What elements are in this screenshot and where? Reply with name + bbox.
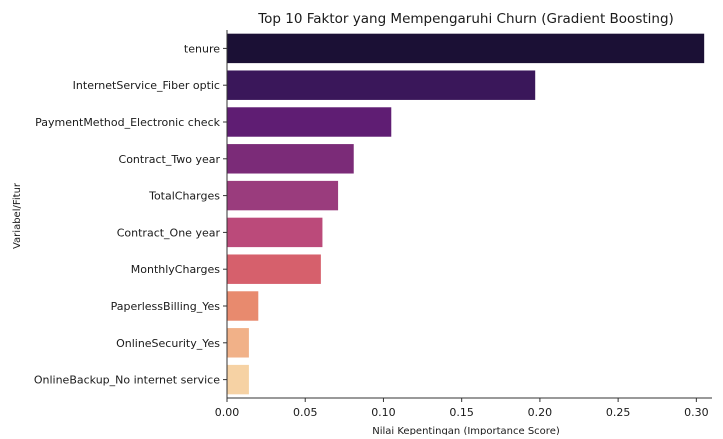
y-tick-label: PaperlessBilling_Yes [111,300,221,313]
y-tick-label: OnlineSecurity_Yes [116,337,220,350]
x-tick-labels: 0.00 0.05 0.10 0.15 0.20 0.25 0.30 [215,398,709,419]
bar-3 [227,144,354,174]
bar-8 [227,328,249,358]
x-tick-label: 0.25 [606,406,631,419]
bar-5 [227,217,323,248]
chart-title: Top 10 Faktor yang Mempengaruhi Churn (G… [257,11,674,27]
bars-layer [227,33,705,395]
y-tick-label: tenure [184,42,220,55]
y-tick-labels: tenure InternetService_Fiber optic Payment… [34,42,227,387]
x-tick-label: 0.00 [215,406,240,419]
y-tick-label: PaymentMethod_Electronic check [35,116,220,129]
bar-9 [227,364,249,395]
x-tick-label: 0.10 [371,406,396,419]
y-tick-label: Contract_Two year [119,153,221,166]
y-axis-label: Variabel/Fitur [12,182,23,249]
bar-2 [227,107,392,137]
x-axis-label: Nilai Kepentingan (Importance Score) [372,426,560,435]
y-tick-label: OnlineBackup_No internet service [34,374,220,387]
bar-7 [227,291,259,321]
y-tick-label: Contract_One year [117,226,221,239]
x-tick-label: 0.05 [293,406,318,419]
x-tick-label: 0.30 [684,406,709,419]
y-tick-label: InternetService_Fiber optic [73,79,220,92]
bar-6 [227,254,321,284]
bar-4 [227,180,339,211]
x-tick-label: 0.15 [449,406,474,419]
x-tick-label: 0.20 [528,406,553,419]
y-tick-label: TotalCharges [148,190,220,203]
bar-0 [227,33,705,64]
y-tick-label: MonthlyCharges [131,263,221,276]
bar-1 [227,70,536,100]
